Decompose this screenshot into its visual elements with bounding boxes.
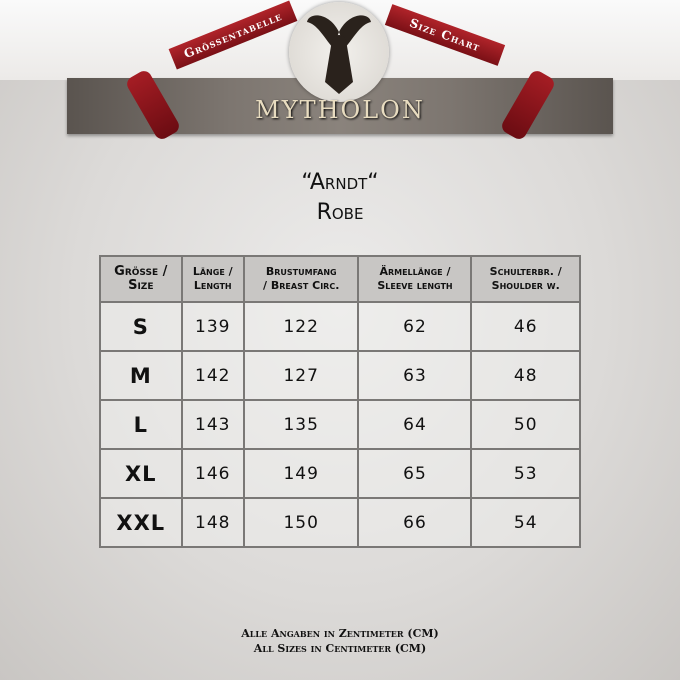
footer-line-de: Alle Angaben in Zentimeter (CM) xyxy=(241,627,439,640)
col-shoulder: Schulterbr. / Shoulder w. xyxy=(470,255,581,303)
value-cell: 65 xyxy=(357,448,473,499)
footer-note: Alle Angaben in Zentimeter (CM) All Size… xyxy=(0,626,680,656)
value-cell: 48 xyxy=(470,350,581,401)
col-size: Grösse / Size xyxy=(99,255,183,303)
value-cell: 135 xyxy=(242,399,360,450)
value-cell: 63 xyxy=(357,350,473,401)
value-cell: 143 xyxy=(180,399,245,450)
value-cell: 54 xyxy=(470,497,581,548)
table-row: XXL 148 150 66 54 xyxy=(99,497,581,548)
value-cell: 50 xyxy=(470,399,581,450)
value-cell: 122 xyxy=(242,301,360,352)
product-type: Robe xyxy=(316,200,364,225)
value-cell: 150 xyxy=(242,497,360,548)
size-cell: M xyxy=(99,350,183,401)
brand-name: MYTHOLON xyxy=(255,96,425,124)
value-cell: 66 xyxy=(357,497,473,548)
value-cell: 62 xyxy=(357,301,473,352)
table-row: XL 146 149 65 53 xyxy=(99,448,581,499)
value-cell: 64 xyxy=(357,399,473,450)
value-cell: 148 xyxy=(180,497,245,548)
size-cell: S xyxy=(99,301,183,352)
table-row: L 143 135 64 50 xyxy=(99,399,581,450)
value-cell: 127 xyxy=(242,350,360,401)
size-cell: L xyxy=(99,399,183,450)
size-table: Grösse / Size Länge / Length Brustumfang / … xyxy=(99,255,581,548)
table-row: M 142 127 63 48 xyxy=(99,350,581,401)
col-sleeve: Ärmellänge / Sleeve length xyxy=(357,255,473,303)
value-cell: 53 xyxy=(470,448,581,499)
product-title: “Arndt“ Robe xyxy=(0,168,680,228)
size-cell: XXL xyxy=(99,497,183,548)
value-cell: 142 xyxy=(180,350,245,401)
product-name: “Arndt“ xyxy=(301,170,379,195)
value-cell: 146 xyxy=(180,448,245,499)
winged-emblem-logo xyxy=(289,2,389,102)
col-length: Länge / Length xyxy=(180,255,245,303)
value-cell: 149 xyxy=(242,448,360,499)
value-cell: 139 xyxy=(180,301,245,352)
value-cell: 46 xyxy=(470,301,581,352)
footer-line-en: All Sizes in Centimeter (CM) xyxy=(253,642,427,655)
col-breast: Brustumfang / Breast Circ. xyxy=(242,255,360,303)
header-row: Grösse / Size Länge / Length Brustumfang / … xyxy=(99,255,581,303)
size-cell: XL xyxy=(99,448,183,499)
table-row: S 139 122 62 46 xyxy=(99,301,581,352)
